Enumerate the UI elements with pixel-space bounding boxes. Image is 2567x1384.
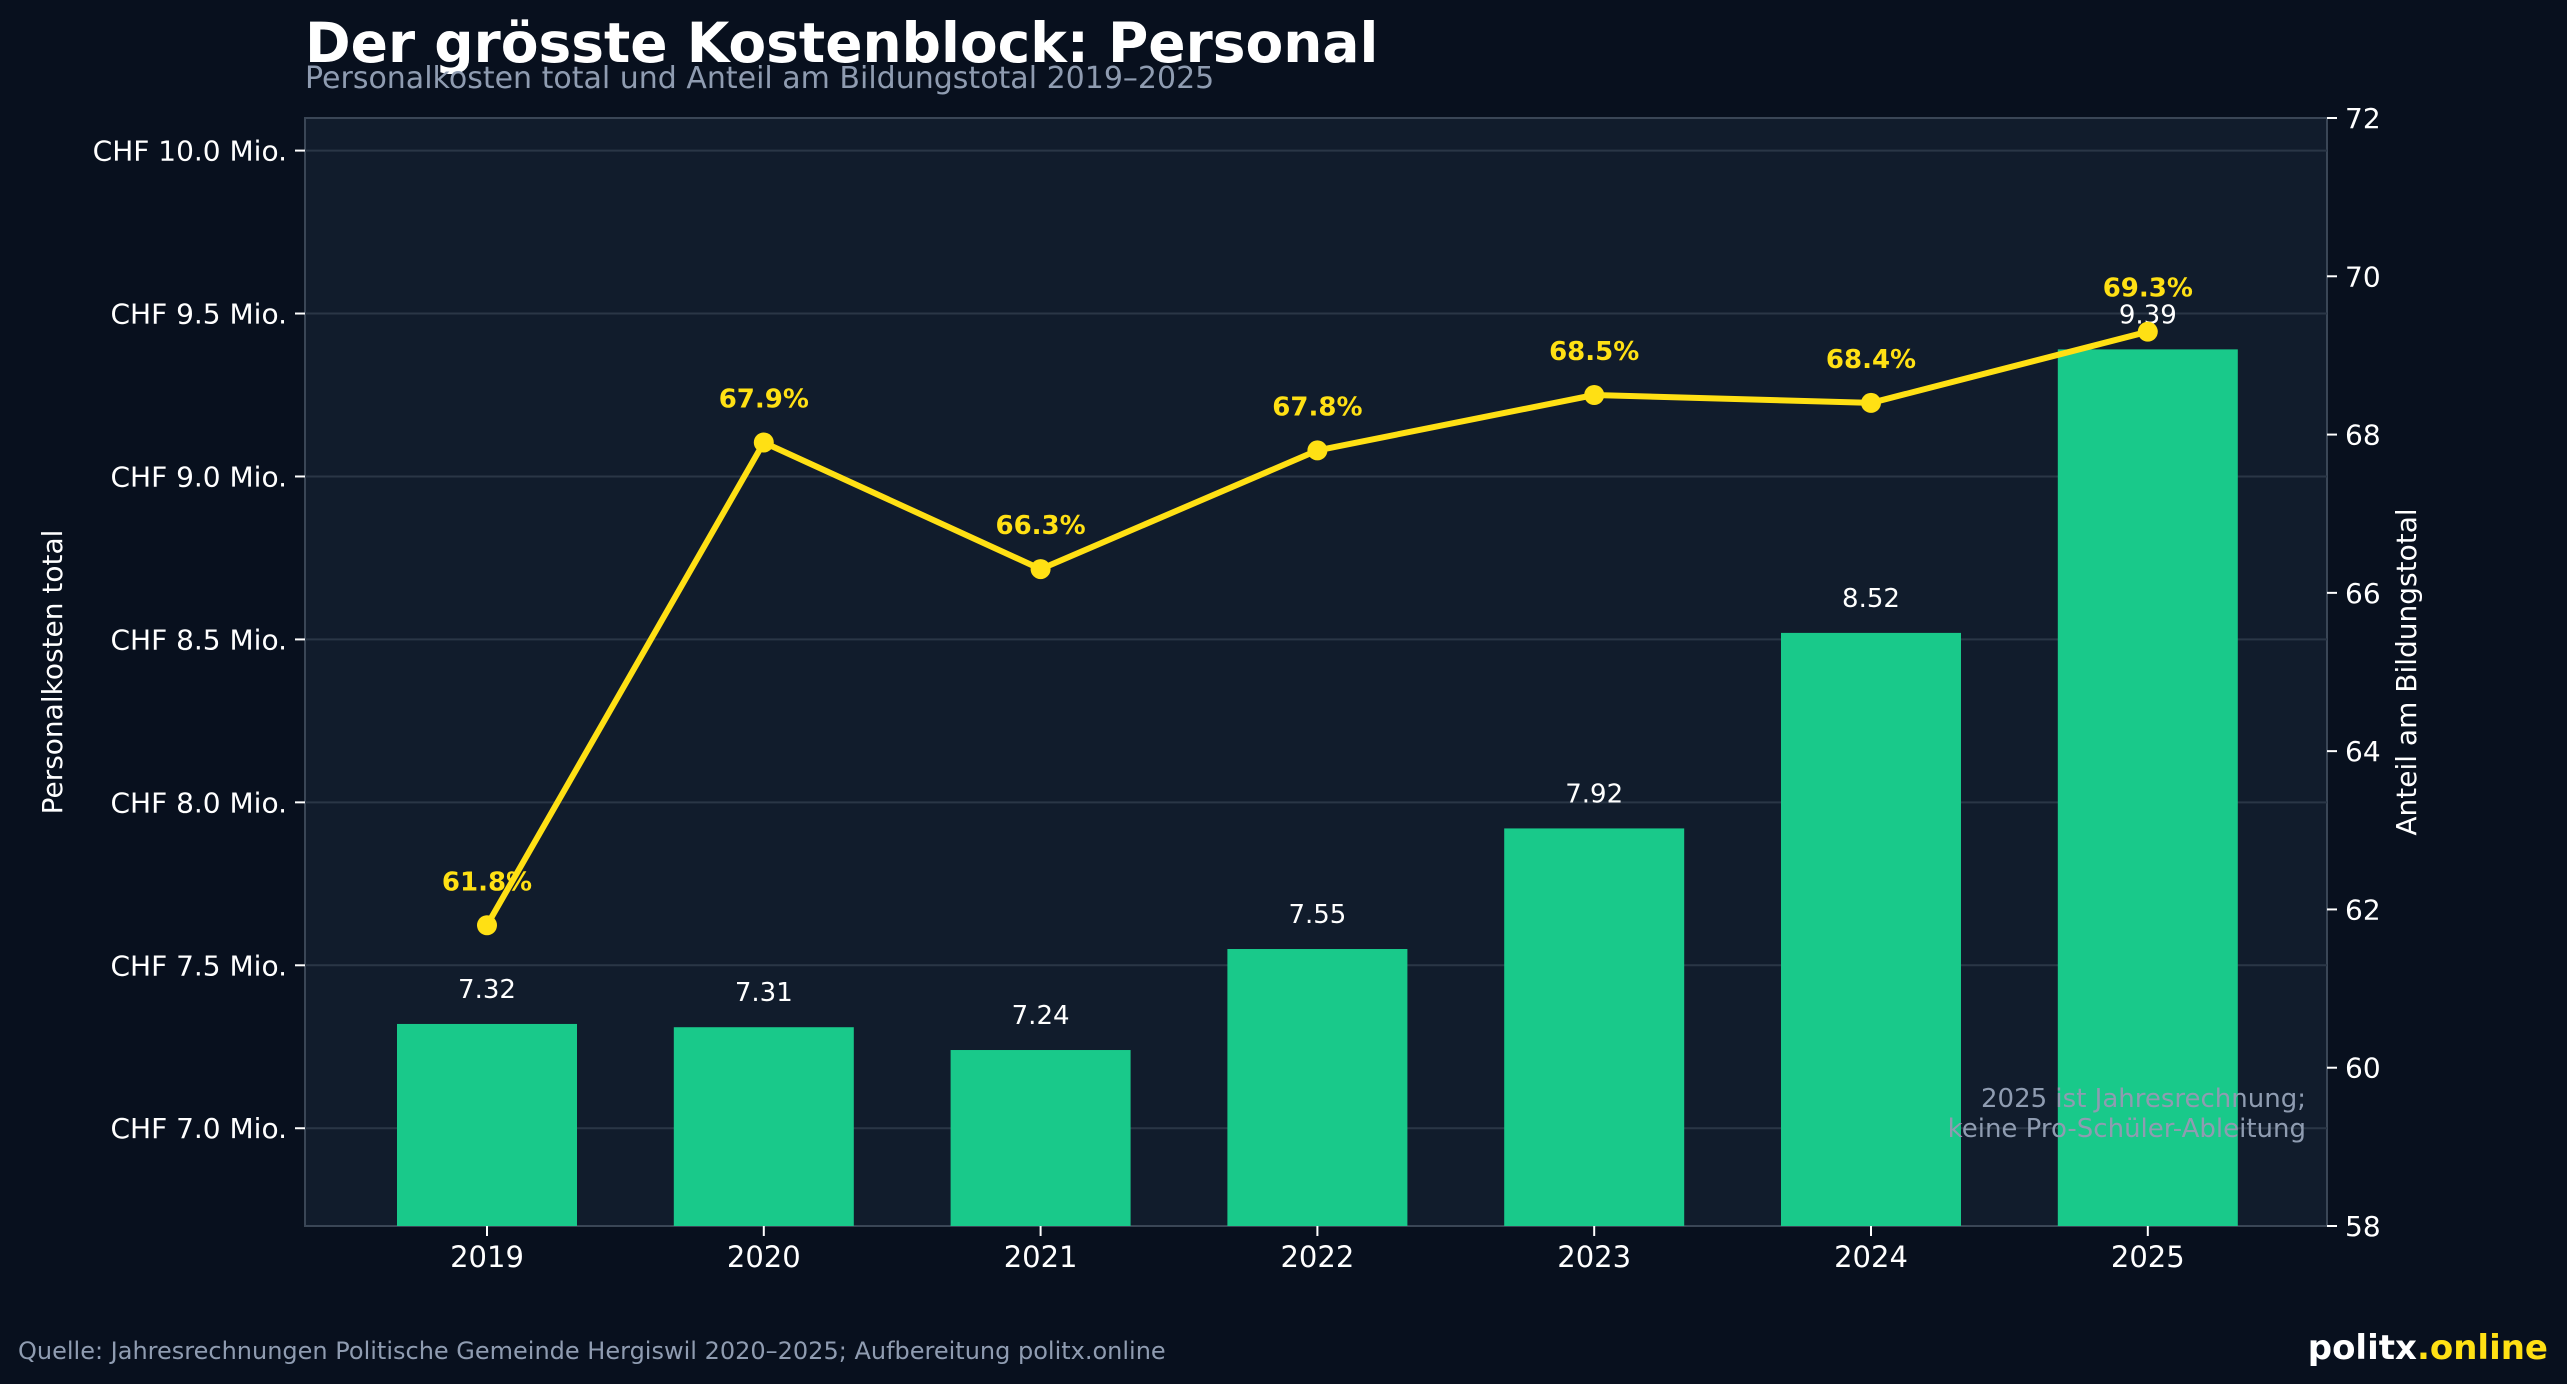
bar-labels: 7.32 7.317.247.557.928.529.39 xyxy=(458,300,2177,1031)
x-tick-label-2020: 2020 xyxy=(727,1240,801,1274)
left-tick-label: CHF 8.5 Mio. xyxy=(110,623,287,656)
y-axis-title-right: Anteil am Bildungstotal xyxy=(2390,508,2423,835)
annotation-line-1: 2025 ist Jahresrechnung; xyxy=(1981,1084,2306,1114)
right-axis: 58 60 62 64 66 68 70 72 xyxy=(2327,102,2381,1243)
share-point-2020 xyxy=(753,432,774,453)
left-axis: CHF 7.0 Mio. CHF 7.5 Mio. CHF 8.0 Mio. CHF … xyxy=(93,135,305,1145)
share-point-2019 xyxy=(477,915,497,936)
brand-logo: politx.online xyxy=(2308,1328,2548,1368)
left-tick-label: CHF 9.0 Mio. xyxy=(110,460,287,493)
annotation-line-2: keine Pro-Schüler-Ableitung xyxy=(1948,1114,2306,1144)
bar-2025 xyxy=(2057,349,2238,1226)
share-point-2025 xyxy=(2137,321,2158,342)
x-tick-label-2025: 2025 xyxy=(2111,1240,2185,1274)
bar-label-2023: 7.92 xyxy=(1565,779,1623,809)
bar-2024 xyxy=(1781,632,1961,1226)
bar-2021 xyxy=(950,1050,1131,1226)
chart-subtitle: Personalkosten total und Anteil am Bildu… xyxy=(305,61,1214,96)
y-axis-title-left: Personalkosten total xyxy=(36,530,69,815)
share-point-2023 xyxy=(1584,385,1605,405)
bar-label-2024: 8.52 xyxy=(1842,584,1900,614)
bar-2023 xyxy=(1504,828,1685,1226)
bar-2019 xyxy=(397,1023,577,1226)
x-tick-label-2023: 2023 xyxy=(1557,1240,1631,1274)
left-tick-label: CHF 9.5 Mio. xyxy=(110,298,287,331)
left-tick-label: CHF 8.0 Mio. xyxy=(110,786,287,819)
share-label-2025: 69.3% xyxy=(2103,274,2193,304)
x-axis: 2019 2020 2021 2022 2023 2024 2025 xyxy=(450,1226,2185,1274)
left-tick-label: CHF 7.5 Mio. xyxy=(110,949,287,982)
share-label-2021: 66.3% xyxy=(995,511,1085,541)
right-tick-label: 62 xyxy=(2345,893,2381,926)
left-tick-label: CHF 10.0 Mio. xyxy=(93,135,287,168)
right-tick-label: 66 xyxy=(2345,577,2381,610)
bar-label-2021: 7.24 xyxy=(1012,1001,1070,1031)
grid-lines xyxy=(305,149,2327,1130)
share-labels: 61.8% 67.9% 66.3% 67.8% 68.5% 68.4% 69.3% xyxy=(442,274,2193,898)
brand-part-2: .online xyxy=(2417,1328,2548,1368)
right-tick-label: 70 xyxy=(2345,260,2381,293)
bar-label-2019: 7.32 xyxy=(458,975,516,1005)
x-tick-label-2024: 2024 xyxy=(1834,1240,1908,1274)
share-point-2024 xyxy=(1861,392,1881,413)
bar-2022 xyxy=(1227,949,1408,1226)
right-tick-label: 58 xyxy=(2345,1210,2381,1243)
bar-label-2020: 7.31 xyxy=(735,978,793,1008)
brand-part-1: politx xyxy=(2308,1328,2417,1368)
right-tick-label: 68 xyxy=(2345,419,2381,452)
x-tick-label-2019: 2019 xyxy=(450,1240,524,1274)
bar-label-2022: 7.55 xyxy=(1288,900,1346,930)
share-line xyxy=(477,321,2158,936)
right-tick-label: 60 xyxy=(2345,1052,2381,1085)
share-label-2023: 68.5% xyxy=(1549,337,1639,367)
share-point-2022 xyxy=(1307,440,1328,461)
share-label-2020: 67.9% xyxy=(719,384,809,414)
right-tick-label: 64 xyxy=(2345,735,2381,768)
bars xyxy=(397,349,2238,1226)
chart-title: Der grösste Kostenblock: Personal xyxy=(305,11,1378,75)
x-tick-label-2021: 2021 xyxy=(1004,1240,1078,1274)
share-label-2024: 68.4% xyxy=(1826,345,1916,375)
share-label-2022: 67.8% xyxy=(1272,392,1362,422)
left-tick-label: CHF 7.0 Mio. xyxy=(110,1112,287,1145)
right-tick-label: 72 xyxy=(2345,102,2381,135)
bar-2020 xyxy=(673,1027,854,1226)
x-tick-label-2022: 2022 xyxy=(1280,1240,1354,1274)
share-point-2021 xyxy=(1030,559,1051,580)
source-note: Quelle: Jahresrechnungen Politische Geme… xyxy=(18,1337,1166,1365)
share-label-2019: 61.8% xyxy=(442,867,532,897)
